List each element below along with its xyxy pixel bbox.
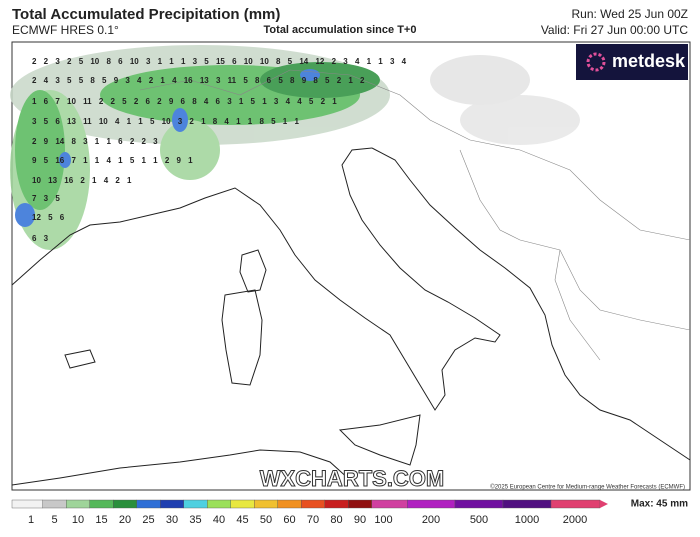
- colorbar-label: 100: [374, 514, 392, 526]
- copyright: ©2025 European Centre for Medium-range W…: [490, 484, 685, 491]
- station-label-row: 7 3 5: [32, 194, 60, 203]
- station-labels: 2 2 3 2 5 10 8 6 10 3 1 1 1 3 5 15 6 10 …: [32, 57, 407, 243]
- colorbar-segment: [160, 499, 184, 509]
- borders: [139, 69, 691, 361]
- station-label-row: 2 2 3 2 5 10 8 6 10 3 1 1 1 3 5 15 6 10 …: [32, 57, 407, 66]
- colorbar-segment: [407, 499, 456, 509]
- colorbar-label: 90: [354, 514, 366, 526]
- colorbar-label: 200: [422, 514, 440, 526]
- colorbar-label: 70: [307, 514, 319, 526]
- colorbar-segment: [42, 499, 67, 509]
- colorbar-label: 20: [119, 514, 131, 526]
- logo-box: [576, 44, 688, 80]
- station-label-row: 9 5 16 7 1 1 4 1 5 1 1 2 9 1: [32, 156, 193, 165]
- colorbar-segment: [207, 499, 231, 509]
- colorbar-segment: [11, 499, 43, 509]
- colorbar-segment: [454, 499, 504, 509]
- colorbar-segment: [254, 499, 278, 509]
- map: 2 2 3 2 5 10 8 6 10 3 1 1 1 3 5 15 6 10 …: [10, 41, 691, 491]
- subtitle: Total accumulation since T+0: [264, 24, 417, 36]
- colorbar-label: 2000: [563, 514, 587, 526]
- model: ECMWF HRES 0.1°: [12, 23, 119, 37]
- colorbar-segment: [371, 499, 408, 509]
- colorbar-segment: [89, 499, 114, 509]
- legend-max: Max: 45 mm: [631, 499, 688, 510]
- colorbar-label: 15: [95, 514, 107, 526]
- colorbar-label: 30: [166, 514, 178, 526]
- colorbar-label: 500: [470, 514, 488, 526]
- colorbar-segment: [550, 499, 601, 509]
- colorbar-segment: [502, 499, 552, 509]
- colorbar-arrow: [600, 500, 608, 508]
- colorbar-segment: [183, 499, 208, 509]
- colorbar-label: 60: [283, 514, 295, 526]
- coastlines: [11, 147, 691, 486]
- station-label-row: 6 3: [32, 234, 49, 243]
- colorbar-segment: [277, 499, 302, 509]
- colorbar: 1 5 10 15 20 25 30 35 40 45 50 60 70 80 90 100 200 500 100…: [11, 499, 608, 526]
- colorbar-label: 35: [189, 514, 201, 526]
- colorbar-segment: [324, 499, 349, 509]
- valid: Valid: Fri 27 Jun 00:00 UTC: [541, 23, 689, 37]
- colorbar-segment: [230, 499, 255, 509]
- station-label-row: 2 9 14 8 3 1 1 6 2 2 3: [32, 137, 158, 146]
- colorbar-segment: [136, 499, 161, 509]
- colorbar-label: 45: [236, 514, 248, 526]
- colorbar-segment: [113, 499, 137, 509]
- colorbar-label: 1000: [515, 514, 539, 526]
- colorbar-label: 25: [142, 514, 154, 526]
- colorbar-segment: [301, 499, 325, 509]
- station-label-row: 1 6 7 10 11 2 2 5 2 6 2 9 6 8 4 6 3 1 5 …: [32, 97, 337, 106]
- colorbar-segment: [348, 499, 372, 509]
- station-label-row: 10 13 16 2 1 4 2 1: [32, 176, 132, 185]
- watermark: WXCHARTS.COM: [260, 466, 445, 491]
- colorbar-label: 80: [330, 514, 342, 526]
- station-label-row: 12 5 6: [32, 213, 65, 222]
- title: Total Accumulated Precipitation (mm): [12, 6, 280, 23]
- logo-icon: [586, 52, 606, 72]
- logo-text: metdesk: [612, 51, 686, 71]
- colorbar-label: 40: [213, 514, 225, 526]
- run: Run: Wed 25 Jun 00Z: [571, 7, 688, 21]
- colorbar-label: 10: [72, 514, 84, 526]
- colorbar-label: 5: [51, 514, 57, 526]
- station-label-row: 2 4 3 5 5 8 5 9 3 4 2 1 4 16 13 3 11 5 8…: [32, 76, 365, 85]
- colorbar-label: 50: [260, 514, 272, 526]
- precip-field: [10, 45, 580, 250]
- colorbar-label: 1: [28, 514, 34, 526]
- colorbar-segment: [66, 499, 90, 509]
- station-label-row: 3 5 6 13 11 10 4 1 1 5 10 3 2 1 8 4 1 1 …: [32, 117, 299, 126]
